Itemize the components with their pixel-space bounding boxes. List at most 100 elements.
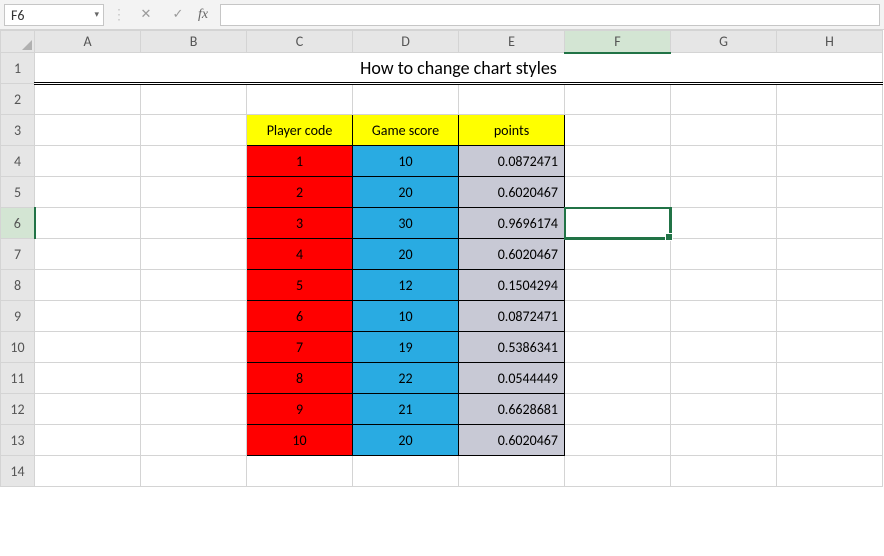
- cell[interactable]: [777, 363, 883, 394]
- cell[interactable]: [247, 456, 353, 487]
- table-cell[interactable]: 0.6020467: [459, 177, 565, 208]
- cell[interactable]: [141, 146, 247, 177]
- row-header-8[interactable]: 8: [1, 270, 35, 301]
- cell[interactable]: [35, 301, 141, 332]
- cell[interactable]: [35, 84, 141, 115]
- cell[interactable]: [35, 177, 141, 208]
- insert-function-icon[interactable]: fx: [198, 7, 208, 23]
- table-cell[interactable]: 7: [247, 332, 353, 363]
- enter-icon[interactable]: ✓: [166, 4, 190, 26]
- col-header-H[interactable]: H: [777, 31, 883, 53]
- row-header-6[interactable]: 6: [1, 208, 35, 239]
- cell[interactable]: [777, 84, 883, 115]
- row-header-14[interactable]: 14: [1, 456, 35, 487]
- row-header-9[interactable]: 9: [1, 301, 35, 332]
- cell[interactable]: [777, 177, 883, 208]
- row-header-1[interactable]: 1: [1, 53, 35, 84]
- cell[interactable]: [459, 84, 565, 115]
- cell[interactable]: [671, 332, 777, 363]
- cell[interactable]: [671, 394, 777, 425]
- row-header-2[interactable]: 2: [1, 84, 35, 115]
- table-cell[interactable]: 0.5386341: [459, 332, 565, 363]
- cell[interactable]: [671, 270, 777, 301]
- cell[interactable]: [141, 239, 247, 270]
- table-cell[interactable]: 1: [247, 146, 353, 177]
- cell[interactable]: [35, 394, 141, 425]
- table-cell[interactable]: 4: [247, 239, 353, 270]
- cell[interactable]: [565, 394, 671, 425]
- cell[interactable]: [141, 425, 247, 456]
- cell[interactable]: [141, 177, 247, 208]
- table-cell[interactable]: 19: [353, 332, 459, 363]
- cell[interactable]: [459, 456, 565, 487]
- cell[interactable]: [565, 363, 671, 394]
- col-header-E[interactable]: E: [459, 31, 565, 53]
- row-header-13[interactable]: 13: [1, 425, 35, 456]
- cell[interactable]: [353, 84, 459, 115]
- cell[interactable]: [35, 208, 141, 239]
- cell[interactable]: [671, 301, 777, 332]
- table-header-game-score[interactable]: Game score: [353, 115, 459, 146]
- cell[interactable]: [777, 146, 883, 177]
- cell[interactable]: [671, 115, 777, 146]
- cell[interactable]: [35, 425, 141, 456]
- row-header-11[interactable]: 11: [1, 363, 35, 394]
- row-header-7[interactable]: 7: [1, 239, 35, 270]
- row-header-3[interactable]: 3: [1, 115, 35, 146]
- table-cell[interactable]: 10: [247, 425, 353, 456]
- cell[interactable]: [671, 208, 777, 239]
- table-cell[interactable]: 0.1504294: [459, 270, 565, 301]
- table-cell[interactable]: 6: [247, 301, 353, 332]
- table-cell[interactable]: 0.0872471: [459, 146, 565, 177]
- cell[interactable]: [141, 270, 247, 301]
- table-cell[interactable]: 0.0544449: [459, 363, 565, 394]
- cell[interactable]: [247, 84, 353, 115]
- cell[interactable]: [777, 301, 883, 332]
- name-box-dropdown-icon[interactable]: ▾: [94, 4, 99, 26]
- table-cell[interactable]: 10: [353, 301, 459, 332]
- col-header-G[interactable]: G: [671, 31, 777, 53]
- table-cell[interactable]: 5: [247, 270, 353, 301]
- name-box[interactable]: F6 ▾: [4, 4, 104, 26]
- cancel-icon[interactable]: ✕: [134, 4, 158, 26]
- table-cell[interactable]: 3: [247, 208, 353, 239]
- cell[interactable]: [565, 301, 671, 332]
- cell[interactable]: [141, 456, 247, 487]
- cell[interactable]: [141, 84, 247, 115]
- cell[interactable]: [671, 84, 777, 115]
- table-header-points[interactable]: points: [459, 115, 565, 146]
- table-cell[interactable]: 10: [353, 146, 459, 177]
- cell[interactable]: [777, 270, 883, 301]
- table-cell[interactable]: 12: [353, 270, 459, 301]
- table-cell[interactable]: 21: [353, 394, 459, 425]
- select-all-corner[interactable]: [1, 31, 35, 53]
- table-cell[interactable]: 0.6020467: [459, 425, 565, 456]
- table-header-player-code[interactable]: Player code: [247, 115, 353, 146]
- table-cell[interactable]: 20: [353, 239, 459, 270]
- table-cell[interactable]: 30: [353, 208, 459, 239]
- cell[interactable]: [35, 270, 141, 301]
- table-cell[interactable]: 8: [247, 363, 353, 394]
- cell[interactable]: [671, 177, 777, 208]
- cell[interactable]: [141, 301, 247, 332]
- table-cell[interactable]: 0.0872471: [459, 301, 565, 332]
- cell[interactable]: [353, 456, 459, 487]
- cell[interactable]: [671, 146, 777, 177]
- cell[interactable]: [565, 84, 671, 115]
- row-header-4[interactable]: 4: [1, 146, 35, 177]
- cell[interactable]: [671, 456, 777, 487]
- cell[interactable]: [777, 332, 883, 363]
- cell[interactable]: [141, 208, 247, 239]
- cell[interactable]: [777, 208, 883, 239]
- cell[interactable]: [35, 115, 141, 146]
- cell[interactable]: [141, 394, 247, 425]
- row-header-12[interactable]: 12: [1, 394, 35, 425]
- table-cell[interactable]: 0.6020467: [459, 239, 565, 270]
- row-header-5[interactable]: 5: [1, 177, 35, 208]
- table-cell[interactable]: 22: [353, 363, 459, 394]
- formula-input[interactable]: [220, 4, 880, 26]
- cell[interactable]: [141, 115, 247, 146]
- cell[interactable]: [777, 456, 883, 487]
- cell[interactable]: [777, 239, 883, 270]
- cell[interactable]: [565, 332, 671, 363]
